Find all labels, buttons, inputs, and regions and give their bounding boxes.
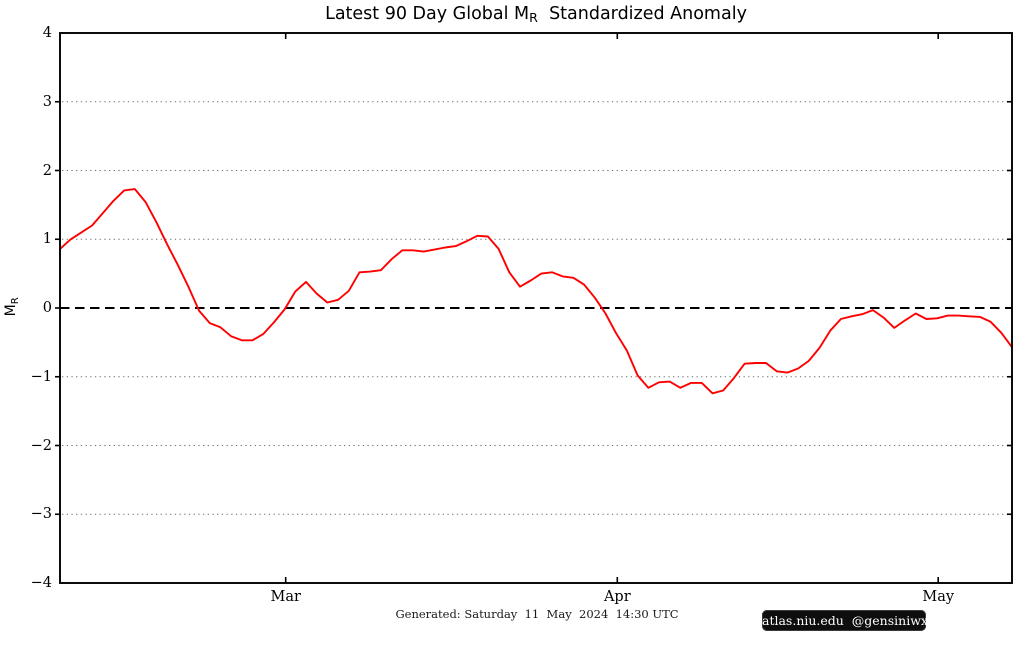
generated-timestamp: Generated: Saturday 11 May 2024 14:30 UT… (395, 607, 679, 621)
credit-badge: atlas.niu.edu @gensiniwx (762, 610, 928, 631)
y-tick-label-−1: −1 (30, 368, 52, 385)
chart-title-suffix: Standardized Anomaly (537, 4, 747, 24)
y-tick-label-3: 3 (42, 93, 52, 110)
chart-title: Latest 90 Day Global MR Standardized Ano… (60, 4, 1012, 25)
x-tick-label-Apr: Apr (603, 589, 631, 605)
y-tick-label-0: 0 (42, 300, 52, 316)
y-tick-label-−4: −4 (30, 575, 52, 591)
chart-title-subscript: R (529, 10, 538, 26)
chart-title-text: Latest 90 Day Global M (325, 4, 530, 24)
y-tick-label-2: 2 (42, 162, 52, 179)
y-tick-label-4: 4 (42, 25, 52, 41)
x-tick-label-May: May (922, 589, 955, 605)
y-tick-label-1: 1 (42, 231, 52, 248)
anomaly-line (59, 188, 1013, 395)
y-tick-label-−3: −3 (30, 506, 52, 523)
y-tick-label-−2: −2 (30, 437, 52, 454)
x-tick-label-Mar: Mar (270, 589, 301, 605)
